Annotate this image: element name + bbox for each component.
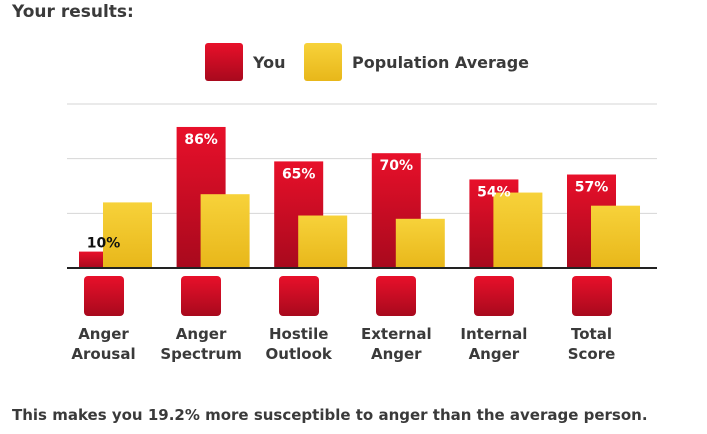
- results-heading: Your results:: [12, 2, 134, 22]
- bar-population-1: [200, 194, 250, 268]
- category-label-line: Internal: [460, 325, 528, 343]
- data-label-you-3: 70%: [380, 158, 414, 174]
- category-label-line: Arousal: [71, 345, 136, 363]
- category-5: Total Score: [544, 276, 640, 364]
- category-label-line: Anger: [175, 325, 227, 343]
- data-label-you-2: 65%: [282, 166, 316, 182]
- spectrum-fan-icon: [181, 276, 222, 316]
- category-label-line: Total: [571, 325, 612, 343]
- category-0: Anger Arousal: [56, 276, 152, 364]
- line-graph-icon: [571, 276, 612, 316]
- category-label-line: Outlook: [265, 345, 332, 363]
- category-1: Anger Spectrum: [153, 276, 249, 364]
- summary-text: This makes you 19.2% more susceptible to…: [12, 406, 648, 424]
- bar-population-5: [591, 205, 640, 268]
- bar-population-3: [395, 218, 445, 268]
- external-anger-head-icon: [376, 276, 417, 316]
- legend-swatch-you: [205, 43, 243, 81]
- bar-population-4: [493, 192, 543, 268]
- category-2: Hostile Outlook: [251, 276, 347, 364]
- category-label-line: External: [360, 325, 432, 343]
- bar-population-2: [298, 215, 348, 268]
- chart-legend: You Population Average: [0, 0, 707, 90]
- category-3: External Anger: [348, 276, 444, 364]
- data-label-you-5: 57%: [575, 180, 609, 196]
- legend-swatch-population: [304, 43, 342, 81]
- data-label-you-0: 10%: [87, 236, 121, 252]
- internal-anger-head-icon: [473, 276, 514, 316]
- category-label-line: Anger: [78, 325, 129, 343]
- legend-item-you: You: [205, 42, 286, 82]
- storm-cloud-icon: [83, 276, 124, 316]
- category-label-line: Score: [567, 345, 616, 363]
- legend-label-population: Population Average: [352, 52, 530, 72]
- legend-label-you: You: [253, 52, 286, 72]
- legend-item-population: Population Average: [304, 42, 529, 82]
- hostile-head-icon: [278, 276, 319, 316]
- category-label-line: Spectrum: [160, 345, 242, 363]
- category-label-line: Anger: [370, 345, 422, 363]
- data-label-you-4: 54%: [477, 184, 511, 200]
- category-label-line: Anger: [468, 345, 520, 363]
- bar-population-0: [103, 202, 152, 268]
- category-label-line: Hostile: [268, 325, 329, 343]
- bar-chart: 10% 86% 65% 70% 54% 57%: [67, 103, 657, 269]
- data-label-you-1: 86%: [184, 132, 218, 148]
- category-4: Internal Anger: [446, 276, 542, 364]
